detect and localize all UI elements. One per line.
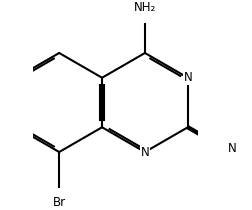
Text: N: N xyxy=(228,142,237,155)
Text: Br: Br xyxy=(53,196,66,209)
Text: NH₂: NH₂ xyxy=(134,1,156,14)
Text: N: N xyxy=(183,71,192,84)
Text: N: N xyxy=(141,146,149,159)
